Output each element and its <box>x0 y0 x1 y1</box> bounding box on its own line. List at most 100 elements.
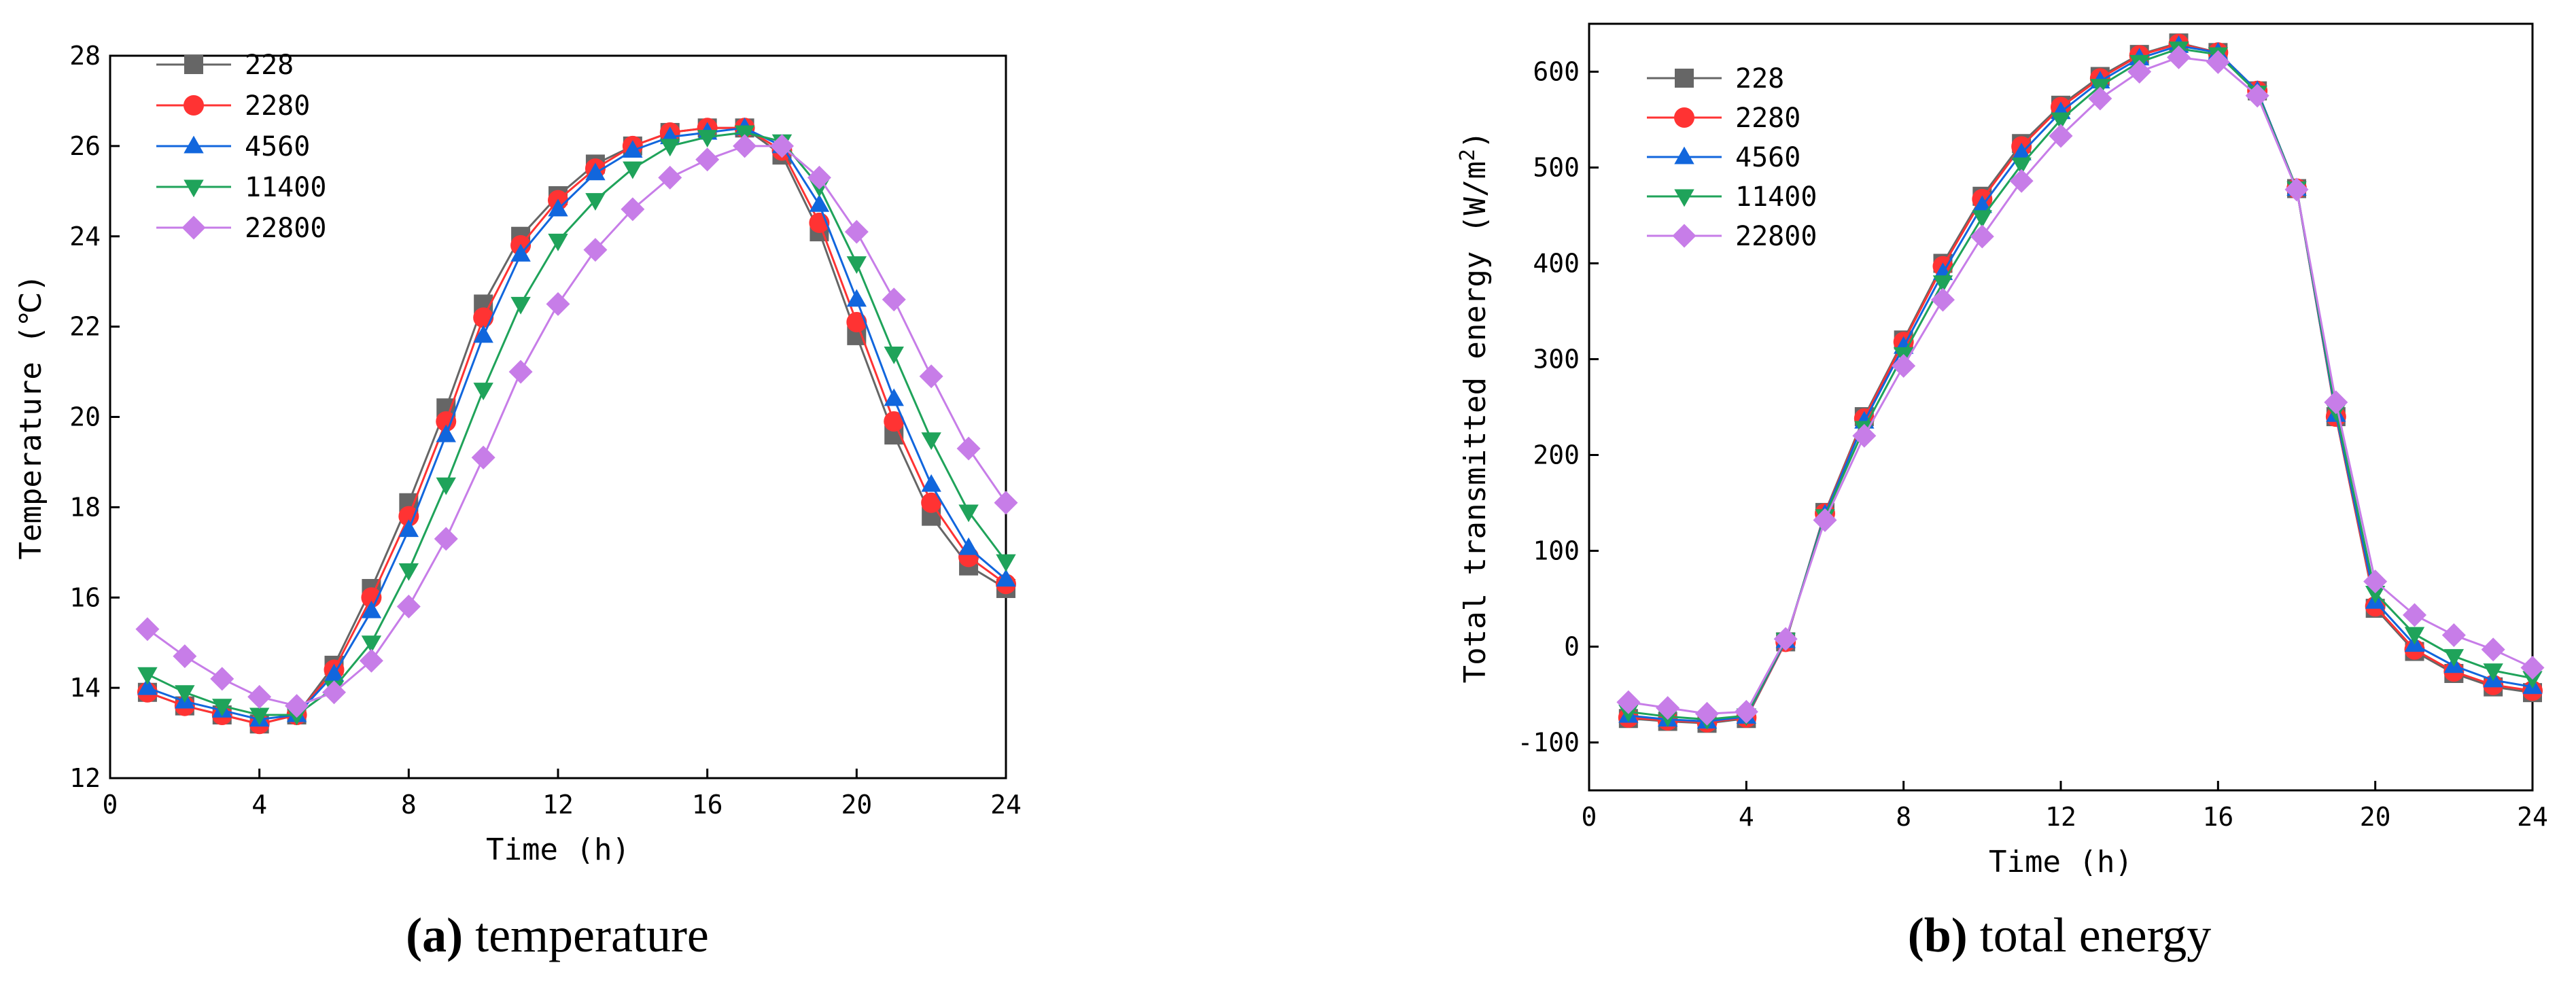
data-point <box>2284 177 2309 202</box>
series-22800 <box>1616 45 2545 726</box>
data-point <box>1932 275 1953 294</box>
caption: (b) total energy <box>1908 908 2212 962</box>
y-tick-label: -100 <box>1517 728 1580 758</box>
data-point <box>285 694 309 718</box>
data-point <box>884 411 905 432</box>
x-axis-label: Time (h) <box>486 832 630 867</box>
legend-marker <box>181 215 206 240</box>
legend-label: 2280 <box>1735 103 1800 134</box>
data-point <box>175 685 195 703</box>
data-point <box>921 432 941 451</box>
caption-title: temperature <box>463 908 709 962</box>
data-point <box>807 165 831 190</box>
x-tick-label: 4 <box>1739 802 1754 832</box>
y-tick-label: 28 <box>69 41 101 71</box>
data-point <box>398 519 419 538</box>
data-point <box>2483 663 2503 682</box>
legend-marker <box>1674 189 1694 207</box>
data-point <box>884 346 904 364</box>
data-point <box>2324 390 2348 415</box>
data-point <box>137 667 158 685</box>
data-point <box>697 130 718 147</box>
data-point <box>996 569 1016 587</box>
x-tick-label: 24 <box>990 790 1022 820</box>
data-point <box>322 680 346 705</box>
data-point <box>958 504 979 523</box>
data-point <box>2011 142 2032 160</box>
data-point <box>2009 169 2034 193</box>
data-point <box>436 477 456 495</box>
legend-marker <box>184 55 203 74</box>
legend-marker <box>1675 69 1694 88</box>
y-tick-label: 12 <box>69 763 101 793</box>
series-line <box>1628 56 2533 715</box>
y-tick-label: 0 <box>1564 632 1580 662</box>
legend: 228 2280 4560 11400 22800 <box>1647 63 1817 252</box>
y-tick-label: 100 <box>1533 536 1580 566</box>
data-point <box>2363 569 2388 594</box>
data-point <box>919 364 943 389</box>
data-point <box>621 197 645 222</box>
data-point <box>212 699 232 717</box>
data-point <box>2206 50 2230 74</box>
data-point <box>2443 649 2465 667</box>
data-point <box>508 360 533 384</box>
x-tick-label: 0 <box>1582 802 1597 832</box>
legend-label: 22800 <box>245 213 326 244</box>
y-tick-label: 16 <box>69 582 101 612</box>
data-point <box>809 194 830 212</box>
series-228 <box>137 118 1015 734</box>
data-point <box>2441 623 2466 648</box>
data-point <box>398 563 419 581</box>
legend-marker <box>184 179 204 198</box>
data-point <box>1972 195 1993 213</box>
data-point <box>2167 45 2191 69</box>
data-point <box>1970 224 1994 249</box>
x-axis-label: Time (h) <box>1989 845 2133 879</box>
x-tick-label: 20 <box>2360 802 2391 832</box>
y-tick-label: 20 <box>69 402 101 432</box>
chart-total_energy: 0 4 8 12 16 20 24 -100 0 100 200 300 400 500 600 Time (… <box>1456 22 2548 962</box>
data-point <box>921 492 942 513</box>
y-tick-label: 600 <box>1533 57 1580 87</box>
data-point <box>956 436 981 461</box>
data-point <box>2365 586 2386 603</box>
data-point <box>135 617 160 642</box>
legend-label: 22800 <box>1735 221 1817 252</box>
legend-label: 2280 <box>245 90 310 122</box>
legend-marker <box>1672 224 1696 248</box>
data-point <box>846 311 867 332</box>
data-point <box>660 139 680 157</box>
data-point <box>1734 699 1758 724</box>
data-point <box>324 663 345 682</box>
data-point <box>2403 603 2426 627</box>
y-axis-label: Temperature (℃) <box>14 274 48 559</box>
x-tick-label: 12 <box>2045 802 2076 832</box>
data-point <box>436 411 457 432</box>
data-point <box>473 307 494 328</box>
data-point <box>173 644 197 669</box>
data-point <box>1972 210 1993 228</box>
data-point <box>361 635 382 654</box>
y-tick-label: 200 <box>1533 440 1580 470</box>
series-line <box>147 131 1007 716</box>
series-228 <box>1618 33 2542 733</box>
legend-label: 228 <box>245 50 294 81</box>
y-tick-label: 14 <box>69 673 101 703</box>
data-point <box>2011 157 2032 175</box>
x-tick-label: 20 <box>841 790 872 820</box>
data-point <box>510 296 531 315</box>
data-point <box>473 383 493 401</box>
data-point <box>585 162 606 181</box>
data-point <box>2051 112 2071 130</box>
y-axis-label: Total transmitted energy (W/m2) <box>1456 131 1493 684</box>
data-point <box>359 648 383 673</box>
x-tick-label: 24 <box>2517 802 2548 832</box>
data-point <box>434 527 458 551</box>
data-point <box>846 256 867 275</box>
chart-temperature: 0 4 8 12 16 20 24 12 14 16 18 20 22 24 26 28 Time (h) Tem… <box>14 41 1022 962</box>
x-tick-label: 16 <box>2202 802 2233 832</box>
x-tick-label: 0 <box>103 790 118 820</box>
caption-label: (a) <box>406 908 463 962</box>
